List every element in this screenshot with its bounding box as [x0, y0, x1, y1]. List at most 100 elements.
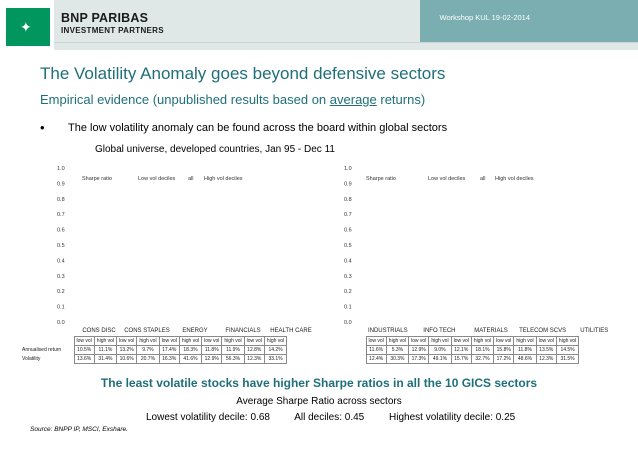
- table-cell: 15.7%: [450, 354, 472, 364]
- table-row: 11.6% 5.3% 12.9% 9.0% 12.1% 18.1% 15.8% 11.8% 13…: [362, 345, 580, 355]
- stats-table-left: low vol high vol low vol high vol low vol hig…: [22, 336, 288, 364]
- table-cell: 31.4%: [93, 354, 118, 364]
- table-cell: 56.3%: [221, 354, 245, 364]
- slide-subtitle: Empirical evidence (unpublished results …: [40, 92, 425, 107]
- column-header: low vol: [493, 336, 515, 346]
- header-divider: [54, 42, 638, 43]
- star-icon: ✦: [20, 20, 32, 36]
- column-header: high vol: [178, 336, 203, 346]
- y-tick-label: 0.8: [57, 197, 65, 203]
- table-cell: 12.9%: [408, 345, 430, 355]
- table-cell: 18.3%: [178, 345, 203, 355]
- bullet-icon: •: [40, 120, 45, 135]
- table-cell: 12.4%: [365, 354, 387, 364]
- table-cell: 14.2%: [263, 345, 288, 355]
- row-label: Annualised return: [22, 347, 62, 353]
- y-tick-label: 0.7: [344, 212, 352, 218]
- table-cell: 15.8%: [493, 345, 515, 355]
- table-cell: 16.3%: [158, 354, 180, 364]
- table-cell: 17.4%: [158, 345, 180, 355]
- bullet-text: The low volatility anomaly can be found …: [68, 122, 448, 134]
- universe-label: Global universe, developed countries, Ja…: [95, 144, 335, 155]
- column-header: low vol: [201, 336, 223, 346]
- table-cell: 48.6%: [513, 354, 537, 364]
- table-header-row: low vol high vol low vol high vol low vol hig…: [22, 336, 288, 346]
- column-header: low vol: [158, 336, 180, 346]
- column-header: high vol: [513, 336, 537, 346]
- table-cell: 33.1%: [263, 354, 288, 364]
- column-header: high vol: [385, 336, 410, 346]
- y-tick-label: 0.0: [57, 320, 65, 326]
- y-tick-label: 0.9: [344, 181, 352, 187]
- legend-high-vol: High vol deciles: [204, 176, 243, 182]
- table-row: Annualised return 10.5% 11.1% 13.2% 9.7% 17.4…: [22, 345, 288, 355]
- table-row: 12.4% 30.3% 17.3% 49.1% 15.7% 32.7% 17.2% 48.6%…: [362, 354, 580, 364]
- average-lowest: Lowest volatility decile: 0.68: [146, 412, 270, 423]
- table-cell: 17.2%: [493, 354, 515, 364]
- column-header: low vol: [408, 336, 430, 346]
- column-header: high vol: [263, 336, 288, 346]
- y-tick-label: 0.5: [57, 243, 65, 249]
- category-label: MATERIALS: [474, 328, 508, 334]
- table-cell: 17.3%: [408, 354, 430, 364]
- average-highest: Highest volatility decile: 0.25: [389, 412, 516, 423]
- table-cell: 12.8%: [243, 345, 265, 355]
- legend-low-vol: Low vol deciles: [138, 176, 176, 182]
- table-cell: 30.3%: [385, 354, 410, 364]
- column-header: low vol: [535, 336, 557, 346]
- category-label: UTILITIES: [580, 328, 608, 334]
- table-cell: 12.3%: [535, 354, 557, 364]
- row-label: Volatility: [22, 356, 41, 362]
- y-tick-label: 0.3: [344, 274, 352, 280]
- subtitle-underlined: average: [329, 92, 377, 107]
- column-header: low vol: [365, 336, 387, 346]
- average-all: All deciles: 0.45: [294, 412, 365, 423]
- column-header: low vol: [243, 336, 265, 346]
- average-values: Lowest volatility decile: 0.68 All decil…: [146, 412, 537, 423]
- column-header: high vol: [470, 336, 495, 346]
- subtitle-pre: Empirical evidence (unpublished results …: [40, 92, 330, 107]
- y-tick-label: 0.8: [344, 197, 352, 203]
- category-label: ENERGY: [182, 328, 207, 334]
- conclusion-text: The least volatile stocks have higher Sh…: [100, 376, 538, 390]
- source-note: Source: BNPP IP, MSCI, Exshare.: [30, 426, 128, 433]
- column-header: high vol: [93, 336, 118, 346]
- stats-table-right: low vol high vol low vol high vol low vol hig…: [362, 336, 580, 364]
- table-cell: 12.9%: [201, 354, 223, 364]
- table-cell: 41.6%: [178, 354, 203, 364]
- table-cell: 49.1%: [428, 354, 452, 364]
- legend-low-vol: Low vol deciles: [428, 176, 466, 182]
- brand-logo: ✦: [6, 8, 50, 46]
- table-cell: 11.6%: [365, 345, 387, 355]
- y-tick-label: 0.7: [57, 212, 65, 218]
- brand-name: BNP PARIBAS: [61, 11, 149, 25]
- column-header: low vol: [116, 336, 138, 346]
- subtitle-post: returns): [376, 92, 426, 107]
- category-label: INDUSTRIALS: [368, 328, 408, 334]
- sharpe-chart-left: 0.0 0.1 0.2 0.3 0.4 0.5 0.6 0.7 0.8 0.9 1.0 Sharpe …: [57, 166, 312, 334]
- workshop-label: Workshop KUL 19-02-2014: [439, 13, 530, 22]
- category-label: HEALTH CARE: [270, 328, 312, 334]
- average-title: Average Sharpe Ratio across sectors: [236, 396, 402, 407]
- y-tick-label: 0.6: [57, 228, 65, 234]
- table-cell: 32.7%: [470, 354, 495, 364]
- table-row: Volatility 13.6% 31.4% 10.6% 20.7% 16.3% 41.6%…: [22, 354, 288, 364]
- table-cell: 11.8%: [513, 345, 537, 355]
- legend-all: all: [480, 176, 486, 182]
- table-cell: 9.0%: [428, 345, 452, 355]
- slide-title: The Volatility Anomaly goes beyond defen…: [40, 64, 446, 83]
- category-label: TELECOM SCVS: [519, 328, 566, 334]
- column-header: high vol: [555, 336, 580, 346]
- y-tick-label: 0.2: [344, 289, 352, 295]
- y-tick-label: 0.4: [57, 258, 65, 264]
- y-tick-label: 0.4: [344, 258, 352, 264]
- y-tick-label: 0.6: [344, 228, 352, 234]
- category-label: CONS DISC: [82, 328, 116, 334]
- category-label: CONS STAPLES: [124, 328, 170, 334]
- column-header: low vol: [450, 336, 472, 346]
- y-tick-label: 0.2: [57, 289, 65, 295]
- y-tick-label: 0.0: [344, 320, 352, 326]
- table-cell: 14.5%: [555, 345, 580, 355]
- table-cell: 20.7%: [136, 354, 160, 364]
- table-cell: 12.1%: [450, 345, 472, 355]
